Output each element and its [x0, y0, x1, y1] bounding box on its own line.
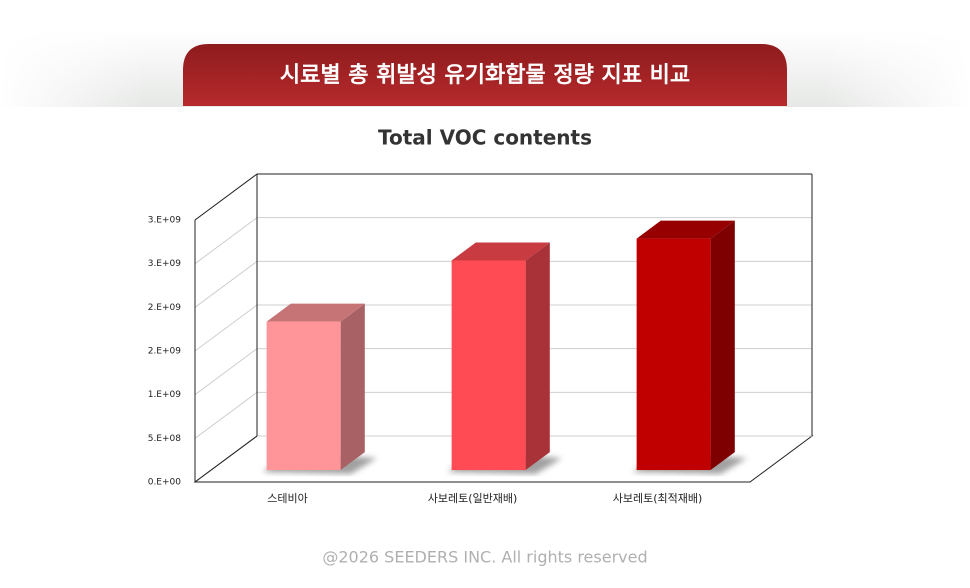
wall-edge — [194, 173, 258, 221]
wall-edge — [194, 435, 258, 483]
header-title: 시료별 총 휘발성 유기화합물 정량 지표 비교 — [280, 62, 690, 88]
bar — [636, 238, 711, 471]
plot-area: 0.E+00 5.E+08 1.E+09 2.E+09 2.E+09 3.E+09 3.E+… — [148, 173, 814, 505]
y-tick-label: 2.E+09 — [148, 303, 182, 313]
bar-side — [525, 242, 550, 471]
x-tick-label: 스테비아 — [267, 492, 307, 505]
header-banner — [183, 44, 787, 106]
bar — [451, 260, 526, 471]
y-tick-label: 2.E+09 — [148, 347, 182, 357]
y-tick-label: 3.E+09 — [148, 216, 182, 226]
bar-top — [266, 303, 365, 322]
y-tick-label: 0.E+00 — [148, 478, 182, 488]
y-tick-label: 1.E+09 — [148, 390, 182, 400]
x-tick-label: 사보레토(일반재배) — [428, 491, 518, 505]
grid-line — [194, 173, 812, 221]
bar-top — [451, 242, 550, 261]
bar-side — [340, 303, 365, 471]
x-tick-label: 사보레토(최적재배) — [613, 492, 703, 505]
y-tick-label: 5.E+08 — [148, 434, 182, 444]
bar-side — [710, 220, 735, 471]
chart-title: Total VOC contents — [378, 126, 592, 150]
y-tick-label: 3.E+09 — [148, 259, 182, 269]
bar-top — [636, 220, 735, 239]
bar — [266, 321, 341, 471]
footer-text: @2026 SEEDERS INC. All rights reserved — [322, 548, 647, 567]
